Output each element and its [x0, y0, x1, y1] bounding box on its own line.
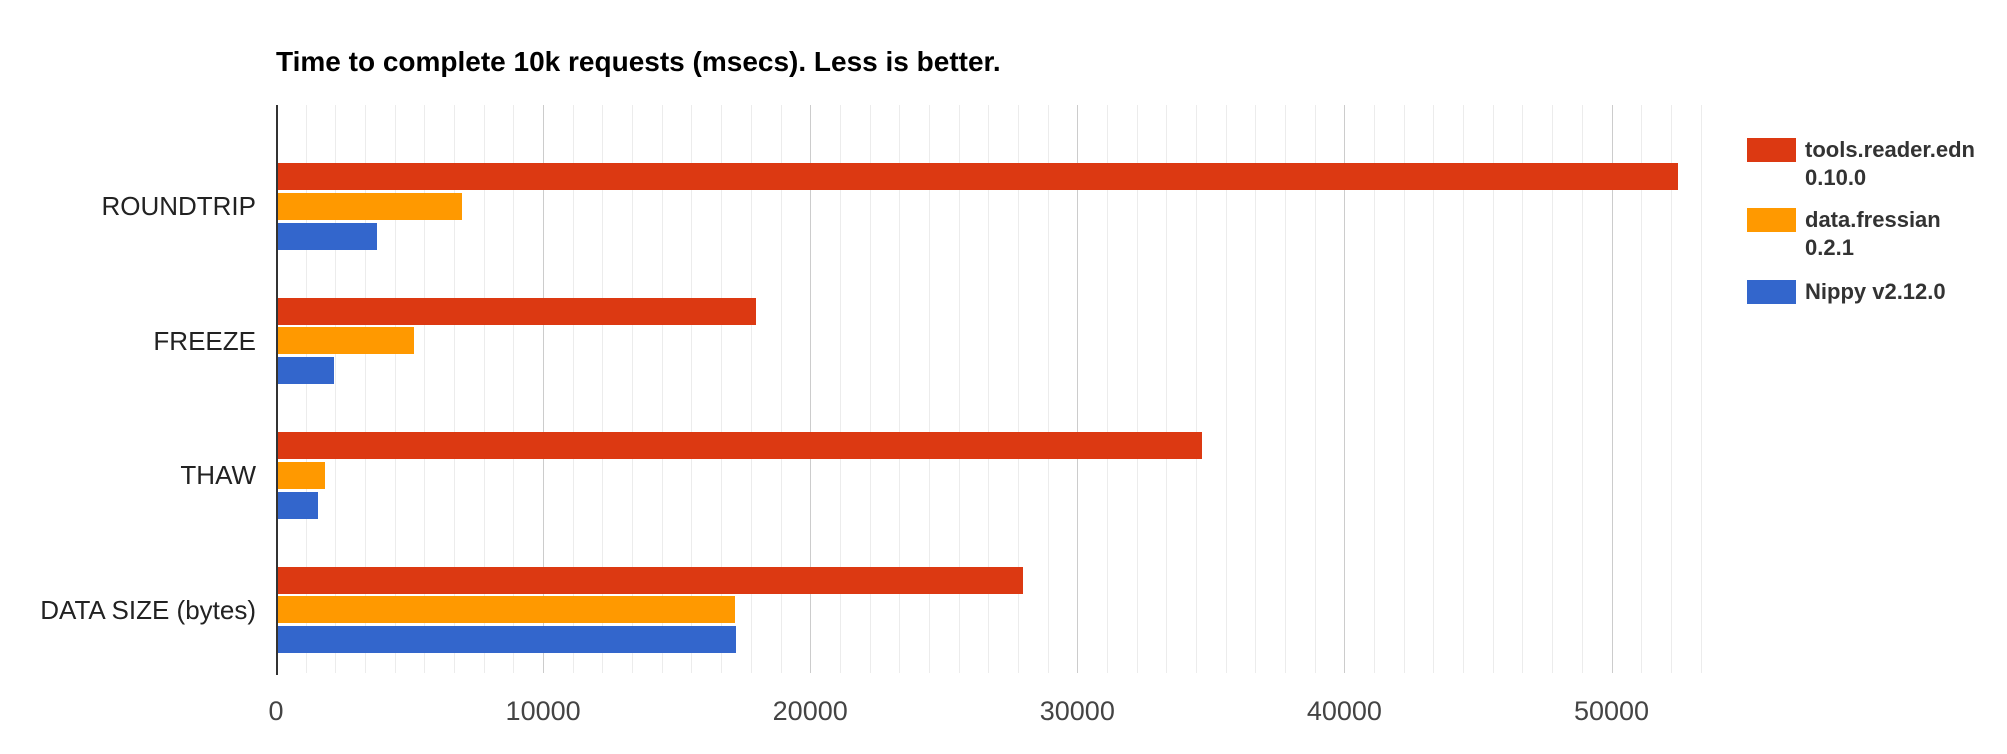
gridline-minor: [1225, 105, 1227, 673]
bar-roundtrip-data-fressian: [278, 192, 463, 220]
gridline-minor: [691, 105, 693, 673]
gridline-minor: [1196, 105, 1198, 673]
bar-freeze-nippy: [278, 357, 335, 384]
bar-freeze-tools-reader-edn: [278, 297, 757, 325]
legend-swatch-data-fressian: [1747, 208, 1796, 232]
gridline-minor: [454, 105, 456, 673]
bar-data-size-bytes-data-fressian: [278, 596, 735, 624]
gridline-minor: [1374, 105, 1376, 673]
bar-thaw-data-fressian: [278, 461, 325, 489]
gridline-minor: [1700, 105, 1702, 673]
gridline-minor: [602, 105, 604, 673]
bar-thaw-nippy: [278, 491, 319, 519]
gridline-minor: [839, 105, 841, 673]
legend-swatch-tools-reader-edn: [1747, 138, 1796, 162]
gridline-minor: [750, 105, 752, 673]
gridline-major: [810, 105, 812, 673]
bar-roundtrip-nippy: [278, 222, 377, 250]
gridline-major: [543, 105, 545, 673]
legend-label-tools-reader-edn: tools.reader.edn 0.10.0: [1805, 137, 1975, 190]
gridline-minor: [1522, 105, 1524, 673]
gridline-minor: [394, 105, 396, 673]
gridline-major: [1077, 105, 1079, 673]
gridline-minor: [780, 105, 782, 673]
gridline-minor: [869, 105, 871, 673]
gridline-minor: [1581, 105, 1583, 673]
category-label-data-size-bytes: DATA SIZE (bytes): [40, 594, 256, 625]
legend-swatch-nippy: [1747, 280, 1796, 304]
gridline-minor: [424, 105, 426, 673]
legend-item-data-fressian: data.fressian 0.2.1: [1747, 206, 1941, 262]
gridline-minor: [928, 105, 930, 673]
gridline-minor: [958, 105, 960, 673]
gridline-minor: [1641, 105, 1643, 673]
gridline-minor: [632, 105, 634, 673]
x-tick-label-10000: 10000: [505, 696, 581, 726]
gridline-minor: [1463, 105, 1465, 673]
x-tick-label-0: 0: [268, 696, 284, 726]
category-label-freeze: FREEZE: [153, 325, 256, 356]
gridline-minor: [721, 105, 723, 673]
gridline-minor: [661, 105, 663, 673]
gridline-minor: [335, 105, 337, 673]
plot-area: [276, 105, 1705, 675]
gridline-minor: [1136, 105, 1138, 673]
gridline-major: [1611, 105, 1613, 673]
gridline-minor: [1017, 105, 1019, 673]
gridline-minor: [1106, 105, 1108, 673]
gridline-minor: [988, 105, 990, 673]
gridline-minor: [1255, 105, 1257, 673]
category-label-roundtrip: ROUNDTRIP: [101, 191, 256, 222]
gridline-minor: [1166, 105, 1168, 673]
legend-item-tools-reader-edn: tools.reader.edn 0.10.0: [1747, 136, 1975, 192]
legend-label-nippy: Nippy v2.12.0: [1805, 279, 1946, 304]
bar-roundtrip-tools-reader-edn: [278, 163, 1678, 190]
gridline-minor: [1285, 105, 1287, 673]
gridline-minor: [1403, 105, 1405, 673]
category-label-thaw: THAW: [180, 460, 256, 491]
gridline-minor: [1314, 105, 1316, 673]
gridline-minor: [572, 105, 574, 673]
gridline-minor: [1670, 105, 1672, 673]
bar-thaw-tools-reader-edn: [278, 432, 1203, 459]
bar-data-size-bytes-nippy: [278, 626, 737, 653]
bar-freeze-data-fressian: [278, 327, 415, 355]
gridline-minor: [305, 105, 307, 673]
bar-data-size-bytes-tools-reader-edn: [278, 566, 1024, 594]
gridline-major: [1344, 105, 1346, 673]
gridline-minor: [1552, 105, 1554, 673]
x-tick-label-20000: 20000: [772, 696, 848, 726]
x-tick-label-50000: 50000: [1573, 696, 1650, 726]
legend-label-data-fressian: data.fressian 0.2.1: [1805, 207, 1941, 260]
gridline-minor: [1433, 105, 1435, 673]
chart-title: Time to complete 10k requests (msecs). L…: [276, 46, 1001, 77]
legend-item-nippy: Nippy v2.12.0: [1747, 278, 1946, 306]
gridline-minor: [513, 105, 515, 673]
gridline-minor: [899, 105, 901, 673]
gridline-minor: [1047, 105, 1049, 673]
x-axis-baseline: [276, 105, 278, 675]
gridline-minor: [1492, 105, 1494, 673]
x-tick-label-30000: 30000: [1039, 696, 1115, 726]
gridline-minor: [365, 105, 367, 673]
x-tick-label-40000: 40000: [1306, 696, 1382, 726]
gridline-minor: [483, 105, 485, 673]
